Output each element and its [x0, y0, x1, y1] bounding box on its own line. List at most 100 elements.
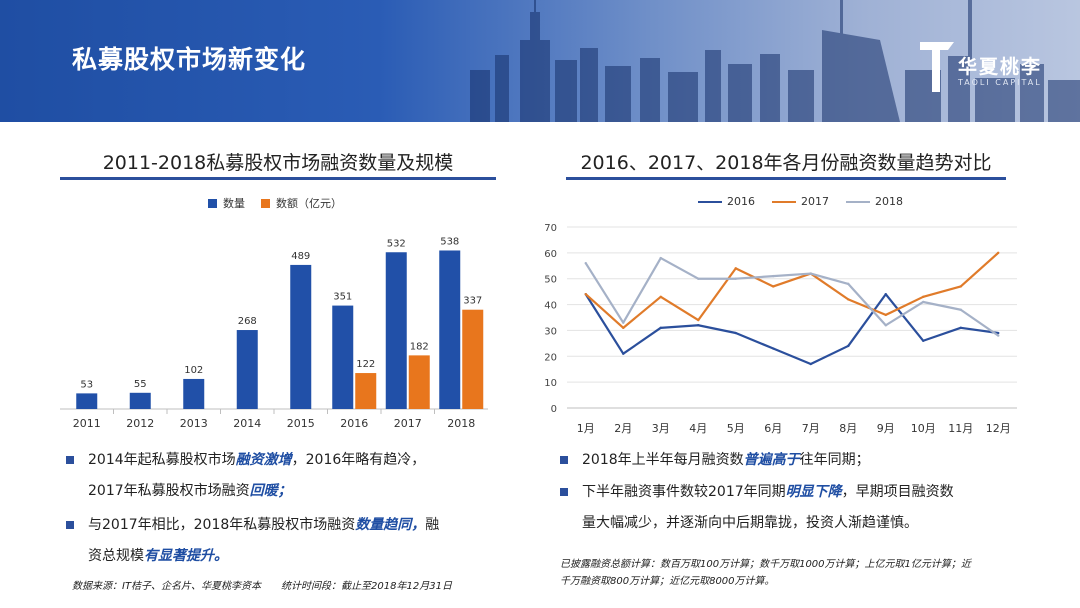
- bullet-marker: [66, 456, 74, 464]
- x-tick-label-2月: 2月: [614, 422, 632, 435]
- right-bullet-2: 下半年融资事件数较2017年同期明显下降，早期项目融资数 量大幅减少，并逐渐向中…: [560, 477, 1030, 539]
- point-2018-1月: [584, 262, 587, 265]
- bar-chart-title-rule: [60, 177, 496, 180]
- bar-count-2017: [385, 252, 407, 409]
- x-tick-label-6月: 6月: [764, 422, 782, 435]
- bullet-highlight: 融资激增: [235, 452, 292, 468]
- bar-count-2018: [439, 250, 461, 409]
- bullet-text: 下半年融资事件数较2017年同期: [582, 484, 786, 500]
- y-tick-label-10: 10: [544, 378, 557, 389]
- bullet-highlight: 有显著提升。: [144, 548, 228, 564]
- data-label-count-2015: 489: [291, 251, 310, 262]
- line-chart: 0 10 20 30 40 50 60 70 1月 2月 3月 4月 5月 6月 7月 8月 9月 10月 11月 1…: [544, 223, 1017, 435]
- bullet-text: 融: [425, 517, 440, 533]
- bar-count-2015: [290, 264, 312, 409]
- series-line-2018: [584, 256, 999, 337]
- bar-count-2011: [76, 393, 98, 409]
- bar-legend: 数量 数额（亿元）: [208, 195, 342, 211]
- x-tick-label-2018: 2018: [447, 417, 475, 430]
- series-line-2017: [585, 252, 999, 329]
- bullet-marker: [66, 521, 74, 529]
- point-2016-12月: [997, 331, 1000, 335]
- x-tick-label-2015: 2015: [287, 417, 315, 430]
- point-2018-3月: [659, 256, 662, 260]
- point-2017-4月: [697, 318, 700, 322]
- x-tick-label-2016: 2016: [340, 417, 368, 430]
- point-2016-4月: [697, 324, 700, 327]
- bullet-text: 2018年上半年每月融资数: [582, 452, 744, 468]
- bullet-marker: [560, 488, 568, 496]
- bullet-highlight: 数量趋同，: [355, 517, 426, 533]
- logo-text: 华夏桃李: [958, 56, 1043, 78]
- bullet-text: 量大幅减少，并逐渐向中后期靠拢，投资人渐趋谨慎。: [582, 515, 918, 531]
- bullet-highlight: 普遍高于: [743, 452, 800, 468]
- bar-amount-2018: [462, 309, 484, 409]
- bar-count-2016: [332, 305, 354, 409]
- point-2018-2月: [622, 321, 625, 324]
- point-2018-8月: [847, 282, 850, 286]
- x-tick-label-2014: 2014: [233, 417, 261, 430]
- point-2017-1月: [584, 293, 587, 296]
- source-note: 数据来源：IT桔子、企名片、华夏桃李资本 统计时间段：截止至2018年12月31…: [72, 581, 452, 592]
- bar-count-2012: [129, 392, 151, 409]
- point-2017-8月: [847, 298, 850, 301]
- data-label-count-2017: 532: [387, 238, 406, 249]
- x-tick-label-10月: 10月: [911, 422, 936, 435]
- data-label-count-2016: 351: [333, 292, 352, 303]
- legend-label-count: 数量: [223, 197, 245, 210]
- y-tick-label-20: 20: [544, 352, 557, 363]
- legend-label-2018: 2018: [875, 195, 903, 208]
- point-2018-5月: [734, 277, 737, 280]
- bar-count-2013: [183, 378, 205, 409]
- point-2018-11月: [959, 308, 962, 311]
- y-tick-label-70: 70: [544, 223, 557, 234]
- bullet-text: 与2017年相比，2018年私募股权市场融资: [88, 517, 356, 533]
- bar-amount-2016: [355, 373, 377, 409]
- bullet-text: ，2016年略有趋冷，: [291, 452, 426, 468]
- note-line: 已披露融资总额计算：数百万取100万计算；数千万取1000万计算；上亿元取1亿元…: [560, 559, 971, 570]
- x-tick-label-12月: 12月: [986, 422, 1011, 435]
- y-tick-label-60: 60: [544, 249, 557, 260]
- bullet-text: 往年同期；: [799, 452, 870, 468]
- line-legend: 2016 2017 2018: [698, 195, 903, 208]
- x-tick-label-2011: 2011: [73, 417, 101, 430]
- point-2018-12月: [997, 334, 1000, 337]
- legend-swatch-amount: [261, 198, 270, 208]
- data-label-count-2011: 53: [80, 379, 93, 390]
- note-line: 千万融资取800万计算；近亿元取8000万计算。: [560, 576, 775, 587]
- x-tick-label-2012: 2012: [126, 417, 154, 430]
- bullet-text: 2017年私募股权市场融资: [88, 483, 250, 499]
- data-label-count-2018: 538: [440, 236, 459, 247]
- y-tick-label-50: 50: [544, 275, 557, 286]
- right-bullet-1: 2018年上半年每月融资数普遍高于往年同期；: [560, 445, 1030, 476]
- point-2016-9月: [884, 293, 887, 296]
- data-label-amount-2017: 182: [410, 341, 429, 352]
- point-2017-10月: [922, 295, 925, 299]
- bar-chart-title: 2011-2018私募股权市场融资数量及规模: [102, 152, 454, 174]
- logo-t-icon: [920, 42, 954, 92]
- line-chart-title-rule: [566, 177, 1006, 180]
- legend-swatch-count: [208, 198, 217, 208]
- point-2016-2月: [622, 352, 625, 355]
- left-bullet-2: 与2017年相比，2018年私募股权市场融资数量趋同，融 资总规模有显著提升。: [66, 510, 496, 572]
- series-line-2016: [584, 293, 999, 366]
- bullet-text: 2014年起私募股权市场: [88, 452, 236, 468]
- legend-line-2016: [698, 200, 722, 203]
- data-label-count-2012: 55: [134, 379, 147, 390]
- legend-line-2017: [772, 200, 796, 203]
- point-2017-6月: [772, 285, 775, 288]
- point-2018-7月: [809, 272, 812, 275]
- point-2016-8月: [847, 344, 850, 348]
- point-2016-7月: [809, 362, 812, 366]
- x-tick-label-4月: 4月: [689, 422, 707, 435]
- point-2017-9月: [884, 313, 887, 317]
- point-2018-6月: [772, 274, 775, 278]
- data-label-amount-2018: 337: [463, 296, 482, 307]
- point-2016-5月: [734, 331, 737, 335]
- x-tick-label-7月: 7月: [802, 422, 820, 435]
- data-label-count-2013: 102: [184, 365, 203, 376]
- x-tick-label-8月: 8月: [839, 422, 857, 435]
- point-2016-6月: [772, 347, 775, 350]
- page-title: 私募股权市场新变化: [72, 45, 307, 74]
- bullet-highlight: 回暖；: [249, 483, 292, 499]
